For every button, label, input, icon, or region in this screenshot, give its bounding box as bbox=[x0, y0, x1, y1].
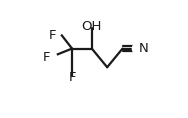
Circle shape bbox=[43, 51, 57, 64]
Text: F: F bbox=[43, 51, 50, 64]
Circle shape bbox=[65, 77, 79, 90]
Text: OH: OH bbox=[82, 20, 102, 33]
Text: N: N bbox=[139, 42, 149, 55]
Circle shape bbox=[132, 42, 146, 55]
Circle shape bbox=[85, 13, 98, 27]
Circle shape bbox=[50, 22, 63, 35]
Text: F: F bbox=[68, 71, 76, 84]
Text: F: F bbox=[49, 29, 57, 42]
